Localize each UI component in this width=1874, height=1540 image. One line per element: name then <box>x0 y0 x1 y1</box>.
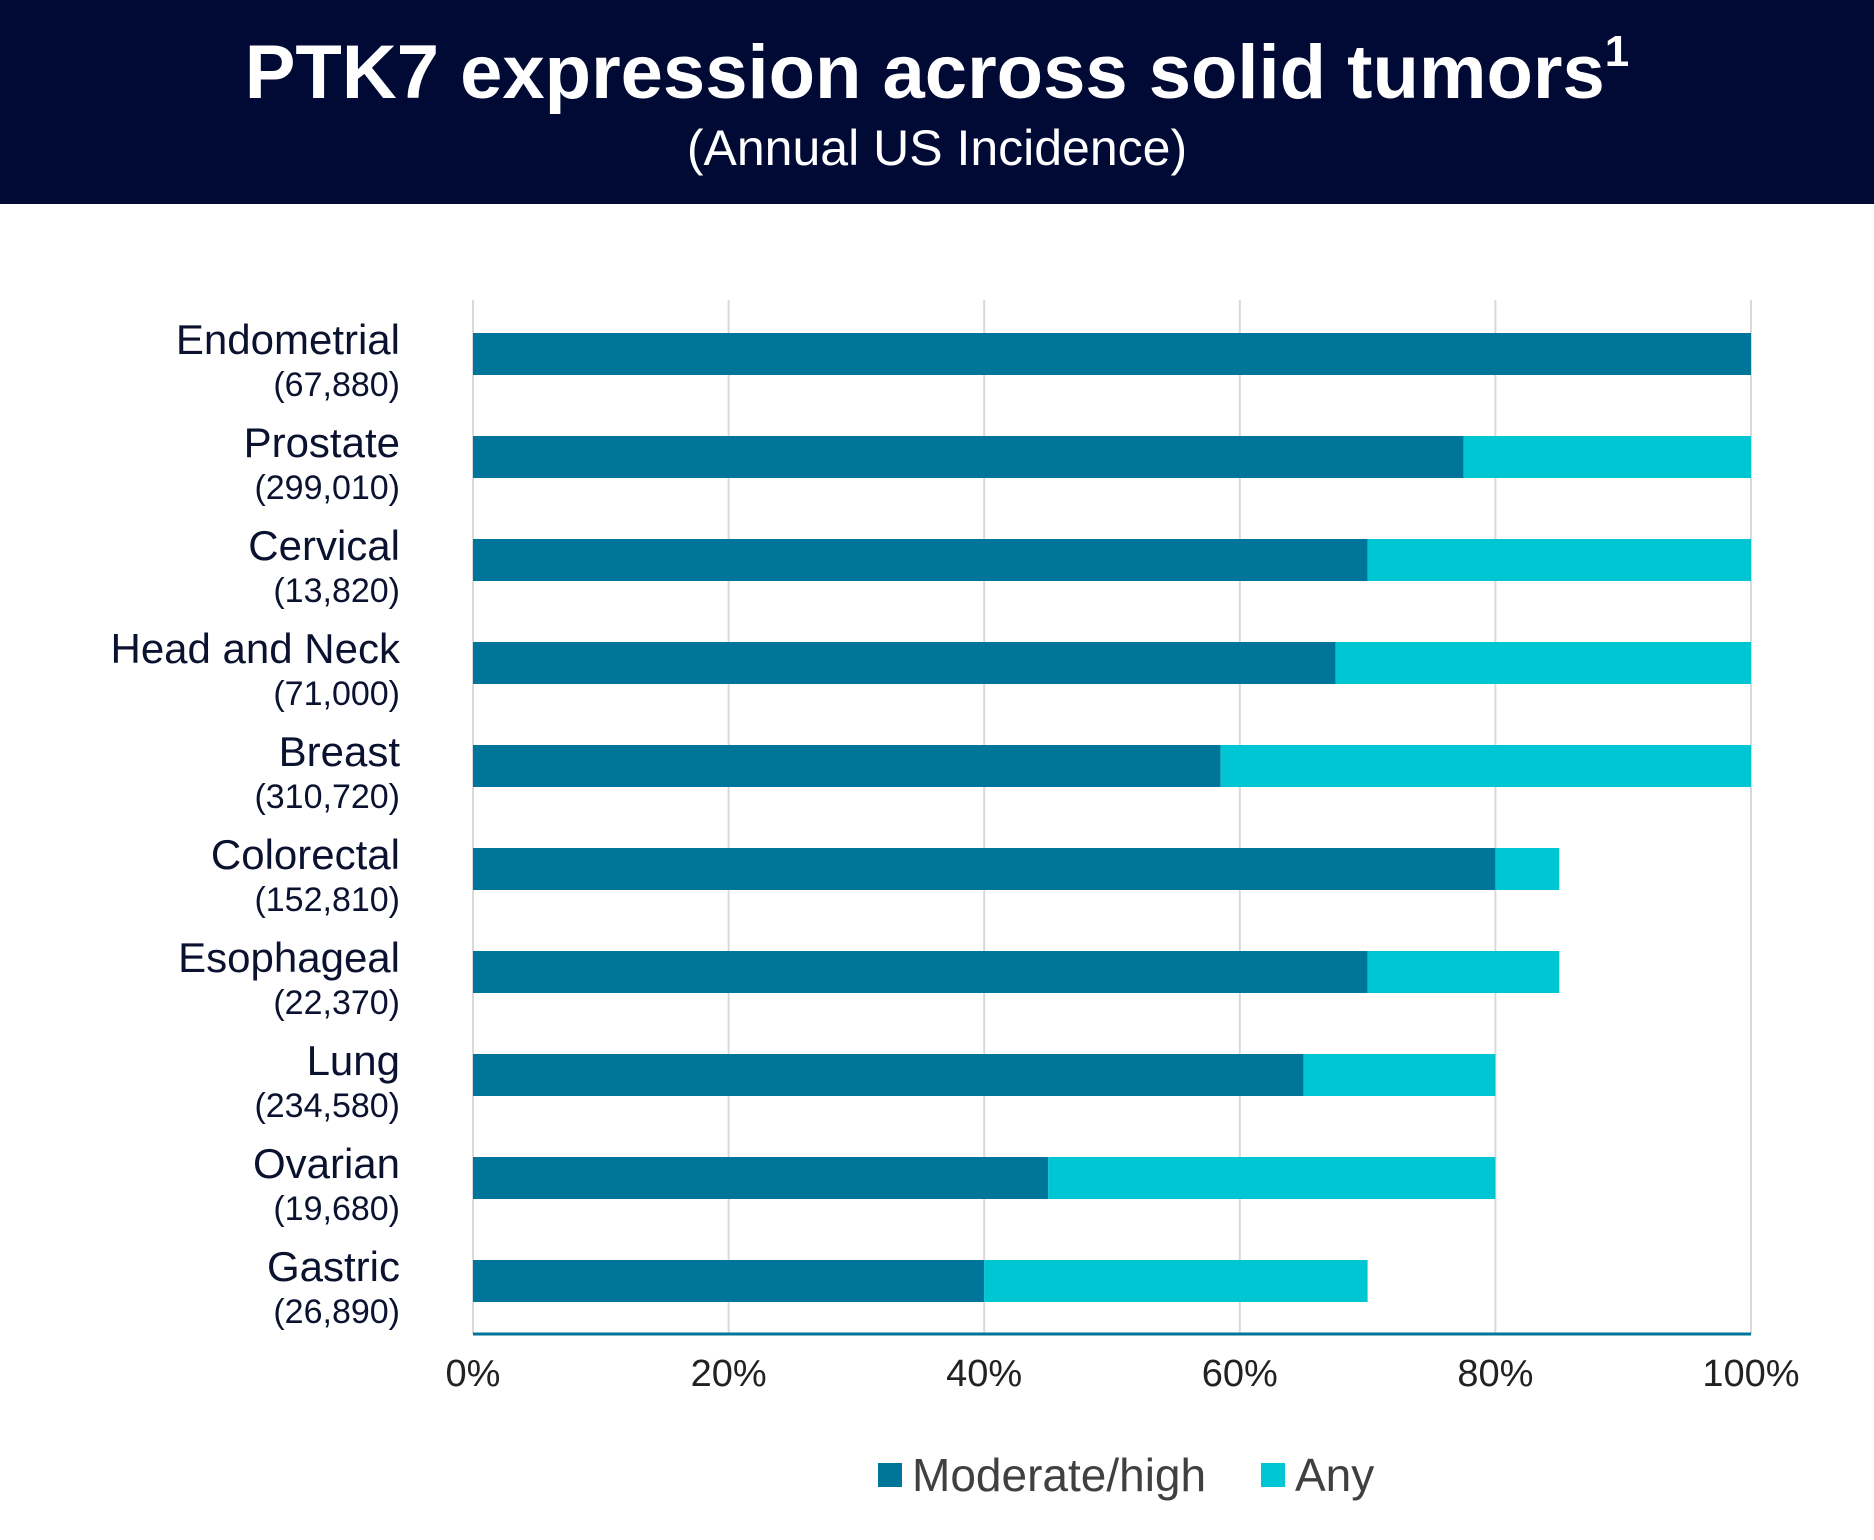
incidence-label: (13,820) <box>273 572 400 610</box>
category-label: Cervical <box>248 522 400 569</box>
bar-any <box>1367 539 1751 581</box>
incidence-label: (234,580) <box>254 1087 400 1125</box>
bar-moderate-high <box>473 951 1368 993</box>
incidence-label: (26,890) <box>273 1293 400 1331</box>
category-label: Prostate <box>244 419 400 466</box>
incidence-label: (67,880) <box>273 366 400 404</box>
title-footnote-marker: 1 <box>1604 27 1630 76</box>
legend-swatch-moderate-high <box>878 1463 902 1487</box>
bar-any <box>1220 745 1751 787</box>
bar-moderate-high <box>473 745 1221 787</box>
category-label: Ovarian <box>253 1140 400 1187</box>
category-label: Head and Neck <box>110 625 401 672</box>
legend-label-any: Any <box>1295 1449 1375 1501</box>
category-label: Breast <box>279 728 401 775</box>
bar-any <box>1048 1157 1496 1199</box>
legend-item-any: Any <box>1261 1445 1374 1505</box>
category-label: Lung <box>307 1037 400 1084</box>
bar-any <box>1303 1054 1496 1096</box>
bar-moderate-high <box>473 436 1464 478</box>
category-label: Colorectal <box>211 831 400 878</box>
category-label: Esophageal <box>178 934 400 981</box>
chart-subtitle: (Annual US Incidence) <box>686 120 1188 176</box>
bar-any <box>984 1260 1368 1302</box>
incidence-label: (19,680) <box>273 1190 400 1228</box>
bar-chart: 0% 20% 40% 60% 80% 100% Endometrial(67,880) Pro… <box>110 300 1800 1395</box>
incidence-label: (152,810) <box>254 881 400 919</box>
chart-title-text: PTK7 expression across solid tumors <box>244 30 1605 115</box>
x-tick-label: 80% <box>1457 1353 1533 1395</box>
chart-title: PTK7 expression across solid tumors1 <box>0 27 1874 118</box>
bar-any <box>1335 642 1751 684</box>
incidence-label: (22,370) <box>273 984 400 1022</box>
legend-item-moderate-high: Moderate/high <box>878 1445 1206 1505</box>
x-tick-label: 40% <box>946 1353 1022 1395</box>
bar-any <box>1495 848 1560 890</box>
category-label: Endometrial <box>176 316 400 363</box>
chart-header: PTK7 expression across solid tumors1 (An… <box>0 0 1874 204</box>
bar-moderate-high <box>473 642 1336 684</box>
bar-moderate-high <box>473 1054 1304 1096</box>
category-label: Gastric <box>267 1243 400 1290</box>
incidence-label: (71,000) <box>273 675 400 713</box>
bar-moderate-high <box>473 848 1496 890</box>
bar-moderate-high <box>473 333 1751 375</box>
bar-any <box>1367 951 1560 993</box>
bar-moderate-high <box>473 1260 985 1302</box>
x-tick-label: 0% <box>446 1353 501 1395</box>
incidence-label: (299,010) <box>254 469 400 507</box>
bar-moderate-high <box>473 1157 1049 1199</box>
x-tick-label: 20% <box>691 1353 767 1395</box>
incidence-label: (310,720) <box>254 778 400 816</box>
legend-label-moderate-high: Moderate/high <box>912 1449 1207 1501</box>
x-tick-label: 100% <box>1702 1353 1799 1395</box>
bar-moderate-high <box>473 539 1368 581</box>
legend-swatch-any <box>1261 1463 1285 1487</box>
legend: Moderate/high Any <box>0 1445 1874 1505</box>
bar-any <box>1463 436 1751 478</box>
x-tick-label: 60% <box>1202 1353 1278 1395</box>
